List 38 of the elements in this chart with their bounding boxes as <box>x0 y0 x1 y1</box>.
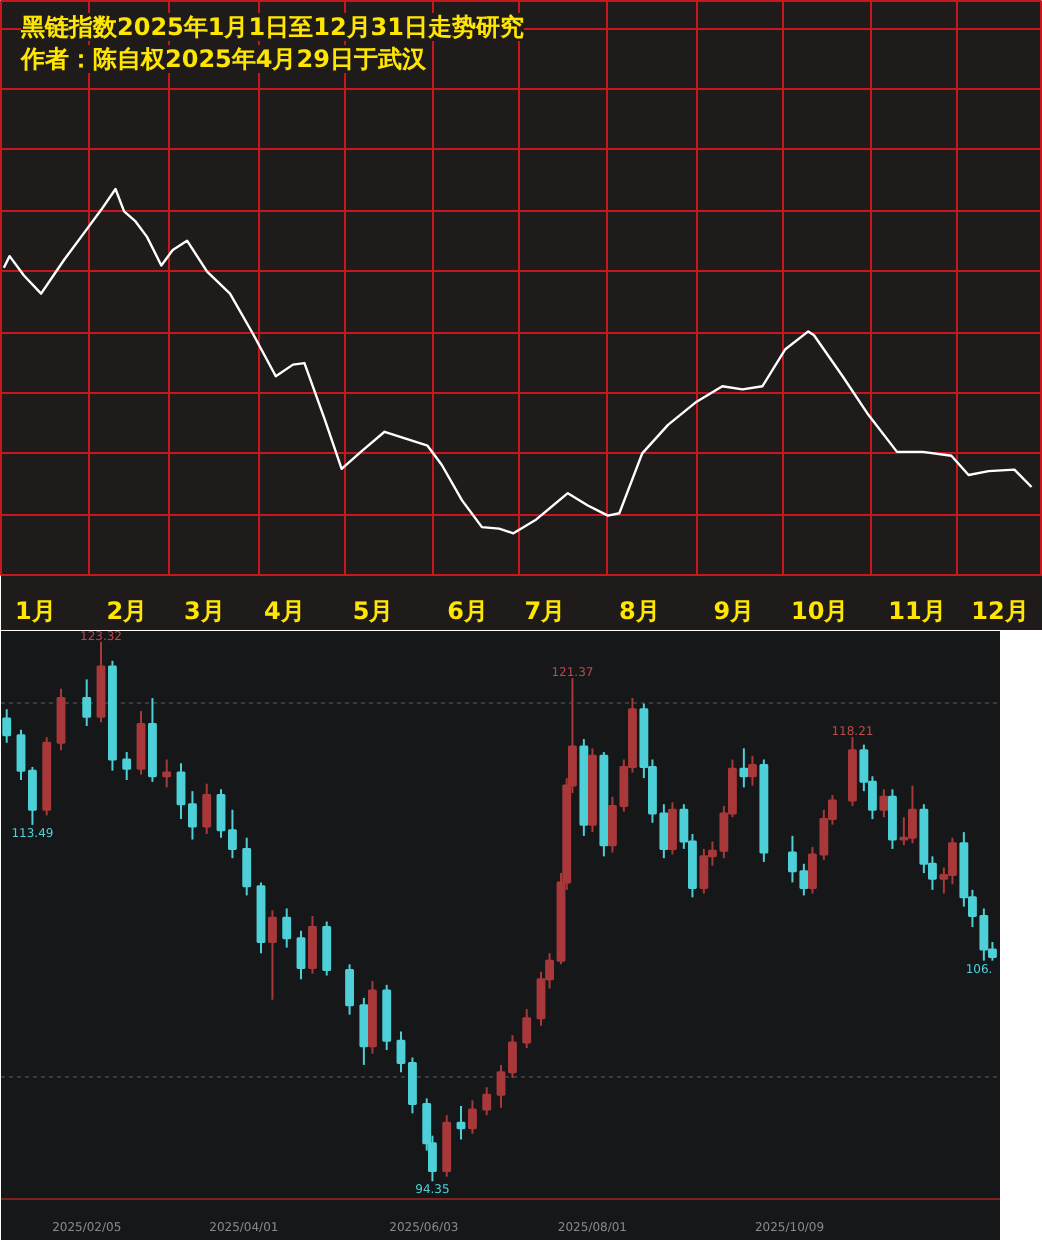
candlestick <box>468 1099 477 1135</box>
x-tick-label: 10月 <box>791 597 849 625</box>
candlestick <box>345 963 354 1016</box>
x-tick-label: 8月 <box>619 597 660 625</box>
candlestick <box>122 751 132 781</box>
x-tick-label: 7月 <box>524 597 566 625</box>
candlestick <box>242 836 252 897</box>
candlestick <box>888 788 897 850</box>
candlestick <box>296 929 306 981</box>
x-tick-label: 2月 <box>106 597 148 625</box>
x-tick-label: 4月 <box>264 597 305 625</box>
x-tick-label: 9月 <box>713 597 755 625</box>
candlestick <box>748 754 757 787</box>
candlestick <box>668 801 677 856</box>
candlestick <box>2 708 12 744</box>
candlestick <box>56 687 66 752</box>
candlestick <box>482 1086 492 1117</box>
candlestick <box>739 747 749 789</box>
candlestick <box>322 920 332 977</box>
candlestick <box>522 1008 532 1050</box>
x-tick-label: 11月 <box>888 597 946 625</box>
candlestick <box>268 909 277 1001</box>
candlestick <box>282 907 292 949</box>
x-tick-label: 6月 <box>447 597 488 625</box>
candlestick <box>82 678 92 727</box>
candlestick <box>359 996 369 1066</box>
candlestick <box>162 758 172 789</box>
x-tick-label: 3月 <box>183 597 225 625</box>
x-tick-label: 1月 <box>15 597 56 625</box>
chart-title: 黑链指数2025年1月1日至12月31日走势研究 <box>19 13 524 41</box>
candlestick <box>699 847 709 895</box>
candlestick <box>136 710 146 776</box>
x-tick-label: 5月 <box>352 597 394 625</box>
candlestick <box>202 782 212 835</box>
x-tick-label: 12月 <box>971 597 1029 625</box>
chart-subtitle: 作者：陈自权2025年4月29日于武汉 <box>19 45 428 73</box>
candlestick <box>308 914 317 975</box>
candlestick <box>879 788 889 819</box>
